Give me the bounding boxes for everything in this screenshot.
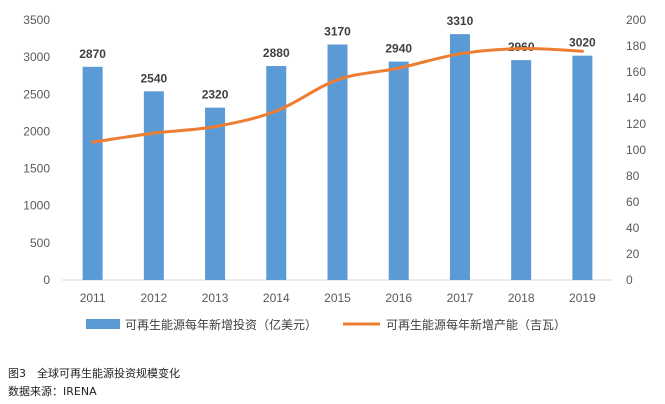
bar — [327, 44, 348, 281]
figure-caption: 图3 全球可再生能源投资规模变化 — [8, 367, 180, 380]
x-tick-label: 2016 — [385, 291, 412, 305]
left-tick-label: 3500 — [23, 13, 50, 27]
right-tick-label: 80 — [626, 169, 640, 183]
legend-line-label: 可再生能源每年新增产能（吉瓦） — [386, 317, 566, 332]
right-axis: 0 20 40 60 80 100 120 140 160 180 200 — [626, 13, 646, 287]
line-series — [91, 47, 584, 144]
bar — [143, 91, 164, 280]
right-tick-label: 40 — [626, 221, 640, 235]
combo-chart: 0 500 1000 1500 2000 2500 3000 3500 0 20 40 60 80 10… — [23, 13, 646, 332]
right-tick-label: 20 — [626, 247, 640, 261]
left-tick-label: 1500 — [23, 162, 50, 176]
legend: 可再生能源每年新增投资（亿美元） 可再生能源每年新增产能（吉瓦） — [86, 317, 566, 332]
left-tick-label: 500 — [30, 236, 50, 250]
bar-data-label: 2320 — [202, 88, 229, 102]
bar-data-label: 3170 — [324, 25, 351, 39]
bar-data-label: 2880 — [263, 46, 290, 60]
bar — [266, 66, 287, 280]
bar — [572, 55, 593, 281]
x-tick-label: 2012 — [140, 291, 167, 305]
left-axis: 0 500 1000 1500 2000 2500 3000 3500 — [23, 13, 50, 287]
bar — [205, 107, 226, 281]
left-tick-label: 0 — [43, 273, 50, 287]
right-tick-label: 160 — [626, 65, 646, 79]
x-tick-label: 2015 — [324, 291, 351, 305]
x-tick-label: 2017 — [447, 291, 474, 305]
x-tick-label: 2011 — [80, 291, 106, 305]
x-axis: 2011 2012 2013 2014 2015 2016 2017 2018 2019 — [80, 291, 596, 305]
bar-data-label: 3310 — [447, 14, 474, 28]
right-tick-label: 120 — [626, 117, 646, 131]
bar-data-label: 2940 — [385, 42, 412, 56]
left-tick-label: 2000 — [23, 124, 50, 138]
right-tick-label: 180 — [626, 39, 646, 53]
x-tick-label: 2013 — [202, 291, 229, 305]
bar-data-label: 2540 — [140, 71, 167, 85]
right-tick-label: 0 — [626, 273, 633, 287]
left-tick-label: 2500 — [23, 87, 50, 101]
bar — [388, 61, 409, 280]
right-tick-label: 200 — [626, 13, 646, 27]
right-tick-label: 140 — [626, 91, 646, 105]
left-tick-label: 3000 — [23, 50, 50, 64]
source-caption: 数据来源：IRENA — [8, 385, 97, 398]
x-tick-label: 2019 — [569, 291, 596, 305]
legend-bar-swatch — [86, 319, 120, 329]
x-tick-label: 2018 — [508, 291, 535, 305]
left-tick-label: 1000 — [23, 199, 50, 213]
bar — [511, 60, 532, 280]
right-tick-label: 100 — [626, 143, 646, 157]
bar — [82, 66, 103, 280]
bar-data-label: 3020 — [569, 36, 596, 50]
right-tick-label: 60 — [626, 195, 640, 209]
legend-bar-label: 可再生能源每年新增投资（亿美元） — [125, 317, 317, 332]
bar-series — [82, 34, 593, 281]
x-tick-label: 2014 — [263, 291, 290, 305]
bar-data-label: 2870 — [79, 47, 106, 61]
bar — [449, 34, 470, 280]
